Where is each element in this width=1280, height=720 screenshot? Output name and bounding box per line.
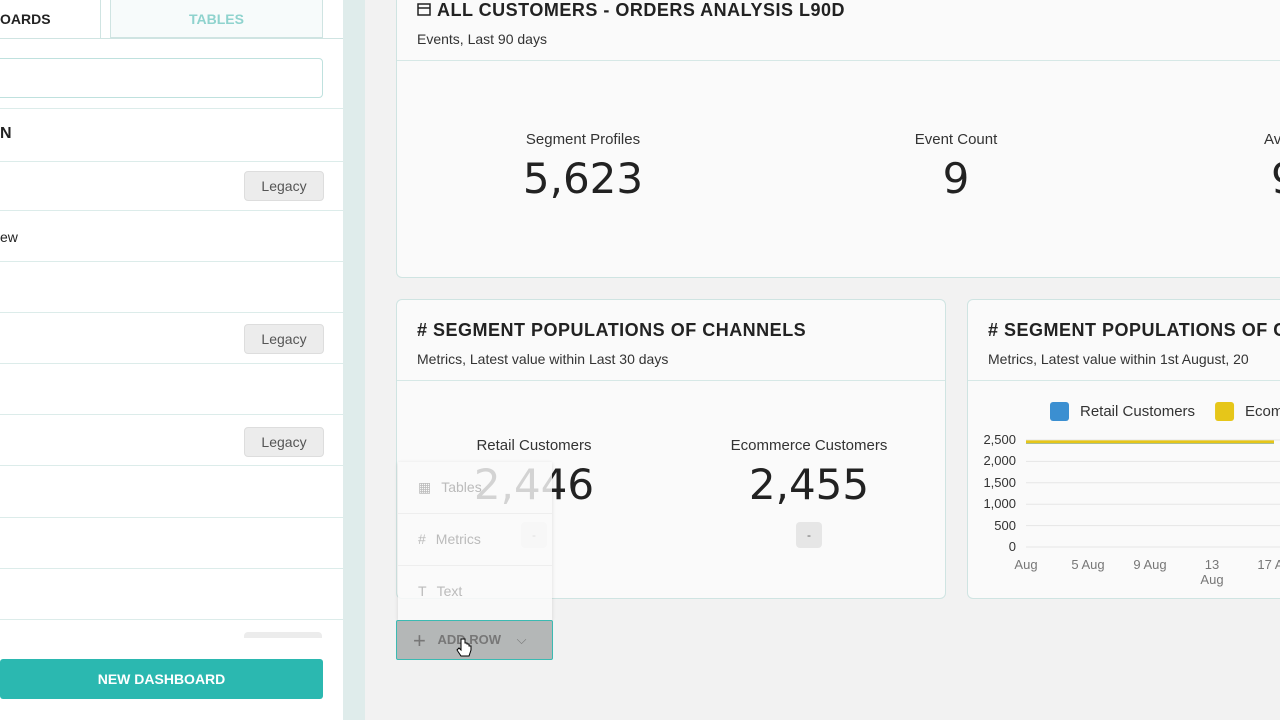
legacy-button[interactable]: Legacy — [244, 171, 324, 201]
metric-label: Event Count — [914, 131, 998, 148]
card: ALL CUSTOMERS - ORDERS ANALYSIS L90D Eve… — [396, 0, 1280, 278]
chevron-icon: ⌵ — [516, 632, 527, 647]
tab-border — [0, 38, 343, 39]
add-row-menu — [398, 462, 552, 620]
menu-item[interactable]: ▦ Tables — [398, 462, 552, 514]
metric-label: Segment Profiles — [525, 131, 641, 148]
sidebar: OARDS TABLES N Legacy ew Legacy Legacy N… — [0, 0, 343, 720]
list-row[interactable] — [0, 518, 343, 569]
add-row-button[interactable]: + ADD ROW ⌵ — [396, 620, 553, 660]
card-subtitle: Events, Last 90 days — [417, 31, 547, 47]
sidebar-divider — [343, 0, 365, 720]
calendar-icon — [417, 3, 431, 16]
plus-icon: + — [413, 627, 426, 653]
section-heading: N — [0, 125, 12, 142]
cursor — [456, 638, 472, 657]
metric-value: 5,623 — [522, 154, 644, 203]
list-row[interactable] — [0, 262, 343, 313]
list-row[interactable] — [0, 415, 343, 466]
legacy-button[interactable]: Legacy — [244, 324, 324, 354]
legacy-button[interactable]: Legacy — [244, 427, 324, 457]
card-title: # SEGMENT POPULATIONS OF CHANNELS — [417, 320, 807, 340]
card-subtitle: Metrics, Latest value within 1st August,… — [988, 351, 1249, 367]
menu-item-label: Metrics — [435, 531, 481, 547]
new-dashboard-button[interactable]: NEW DASHBOARD — [0, 659, 323, 699]
list-row[interactable] — [0, 364, 343, 415]
card-divider — [968, 380, 1280, 381]
change-badge: - — [796, 522, 822, 548]
list-row[interactable] — [0, 466, 343, 518]
list-row[interactable] — [0, 211, 343, 262]
metric-label: Retail Customers — [476, 437, 592, 454]
metric-value: 9 — [942, 154, 970, 203]
card: # SEGMENT POPULATIONS OF C Metrics, Late… — [967, 299, 1280, 599]
metric-label: Av — [1264, 131, 1280, 148]
card-title: # SEGMENT POPULATIONS OF C — [988, 320, 1280, 340]
list-row[interactable] — [0, 160, 343, 211]
menu-item-label: Tables — [441, 479, 482, 495]
menu-item[interactable]: T Text — [418, 583, 463, 599]
metric-value: 9 — [1271, 154, 1280, 203]
tab-tables[interactable]: TABLES — [110, 0, 323, 38]
metric-value: 2,455 — [748, 460, 870, 509]
card-title: ALL CUSTOMERS - ORDERS ANALYSIS L90D — [437, 0, 846, 20]
tab-dashboards[interactable]: OARDS — [0, 0, 101, 38]
card-divider — [397, 60, 1280, 61]
card-divider — [397, 380, 945, 381]
menu-item-label: Text — [436, 583, 463, 599]
search-input[interactable] — [0, 58, 323, 98]
add-row-label: ADD ROW — [437, 632, 502, 647]
metric-label: Ecommerce Customers — [730, 437, 888, 454]
menu-item[interactable]: # Metrics — [398, 514, 552, 566]
list-row — [0, 108, 343, 162]
list-row[interactable] — [0, 313, 343, 364]
list-row[interactable] — [0, 569, 343, 620]
legacy-button-partial — [244, 632, 322, 638]
list-item-text: ew — [0, 229, 18, 245]
card-subtitle: Metrics, Latest value within Last 30 day… — [417, 351, 669, 367]
